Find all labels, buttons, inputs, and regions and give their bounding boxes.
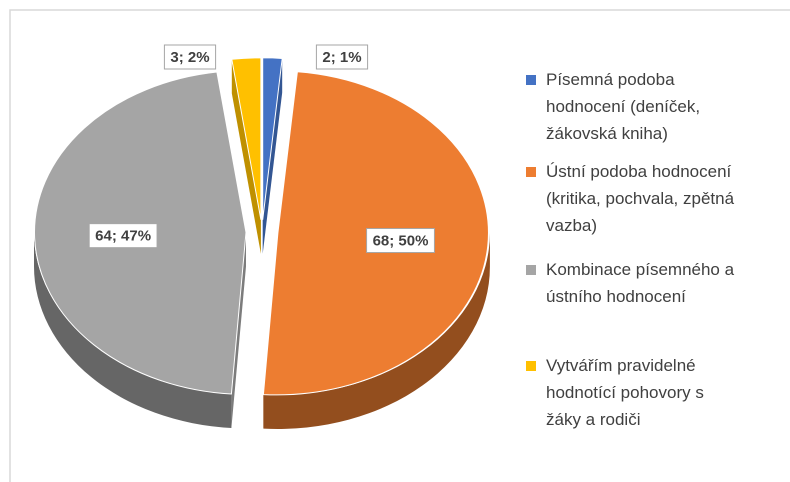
legend-label: Písemná podoba hodnocení (deníček, žákov… xyxy=(546,70,701,143)
legend-entry: Písemná podoba hodnocení (deníček, žákov… xyxy=(522,66,738,147)
chart-frame xyxy=(9,9,790,482)
legend-swatch xyxy=(526,167,536,177)
data-label-box xyxy=(315,44,369,70)
data-label-box xyxy=(163,44,217,70)
slice xyxy=(231,57,262,220)
legend-entry: Vytvářím pravidelné hodnotící pohovory s… xyxy=(522,352,738,433)
legend-entry: Ústní podoba hodnocení (kritika, pochval… xyxy=(522,158,738,239)
data-label-text: 64; 47% xyxy=(95,228,151,245)
data-label-text: 2; 1% xyxy=(322,49,361,66)
slice xyxy=(262,57,283,220)
slice-cut-face xyxy=(231,232,246,428)
slice-side xyxy=(34,232,232,428)
data-label-box xyxy=(88,223,158,249)
slice-cut-face xyxy=(231,59,261,254)
data-label-box xyxy=(366,228,435,254)
data-label: 3; 2% xyxy=(163,44,217,70)
slice-side xyxy=(263,233,490,429)
legend-swatch xyxy=(526,265,536,275)
legend-label: Ústní podoba hodnocení (kritika, pochval… xyxy=(546,162,735,235)
slice-cut-face xyxy=(262,58,283,254)
legend-entry: Kombinace písemného a ústního hodnocení xyxy=(522,256,738,310)
legend-swatch xyxy=(526,75,536,85)
data-label: 2; 1% xyxy=(315,44,369,70)
legend-label: Kombinace písemného a ústního hodnocení xyxy=(546,260,735,306)
data-label-text: 3; 2% xyxy=(170,49,209,66)
legend-swatch xyxy=(526,361,536,371)
legend-label: Vytvářím pravidelné hodnotící pohovory s… xyxy=(546,356,704,429)
data-label: 64; 47% xyxy=(88,223,158,249)
data-label-text: 68; 50% xyxy=(373,232,429,249)
data-label: 68; 50% xyxy=(366,228,435,254)
